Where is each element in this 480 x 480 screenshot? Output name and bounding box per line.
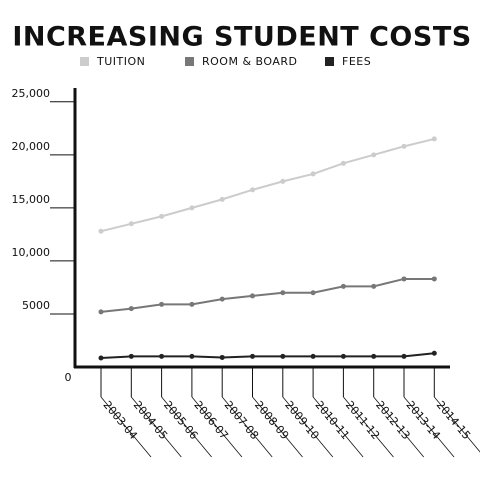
x-tick-underline [373,396,425,458]
data-point [189,301,195,307]
data-point [280,290,286,296]
y-tick-label: 0 [65,371,72,384]
x-tick-underline [191,396,243,458]
data-point [189,353,195,359]
y-tick-label: 25,000 [12,87,51,100]
legend-swatch [325,57,334,66]
data-point [98,355,104,361]
data-point [280,178,286,184]
x-tick-underline [433,396,480,453]
data-point [340,283,346,289]
data-point [159,353,165,359]
y-tick-label: 5000 [22,299,50,312]
data-point [159,213,165,219]
data-point [189,205,195,211]
x-tick-underline [252,396,303,458]
data-point [371,152,377,158]
data-point [431,136,437,142]
data-point [128,221,134,227]
x-tick-underline [130,396,182,458]
data-point [219,196,225,202]
data-point [431,276,437,282]
data-point [401,276,407,282]
x-tick-underline [161,396,212,458]
legend-label: FEES [342,55,371,68]
y-tick-label: 15,000 [12,193,51,206]
data-point [340,353,346,359]
legend-swatch [185,57,194,66]
data-point [371,283,377,289]
series-line [100,352,435,359]
x-tick-underline [282,396,334,458]
data-point [250,353,255,359]
y-tick-label: 20,000 [12,140,51,153]
legend-label: ROOM & BOARD [202,55,297,68]
data-point [98,228,104,234]
data-point [371,353,377,359]
data-point [128,306,134,312]
legend-label: TUITION [96,55,145,68]
data-point [159,301,165,307]
x-tick-underline [100,396,152,458]
legend-swatch [80,57,89,66]
series-line [100,277,435,313]
x-tick-underline [343,396,394,458]
data-point [219,296,225,302]
x-tick-underline [403,396,455,458]
data-point [98,309,104,315]
data-point [310,171,316,177]
data-point [250,187,255,193]
data-point [401,143,407,149]
data-point [219,354,225,360]
data-point [280,353,286,359]
data-point [310,290,316,296]
series-line [100,137,435,233]
data-point [401,353,407,359]
x-tick-underline [221,396,273,458]
chart-title: INCREASING STUDENT COSTS [12,22,471,53]
data-point [340,160,346,166]
data-point [431,350,437,356]
x-tick-underline [312,396,364,458]
data-point [128,353,134,359]
data-point [250,293,255,299]
y-tick-label: 10,000 [12,246,51,259]
data-point [310,353,316,359]
